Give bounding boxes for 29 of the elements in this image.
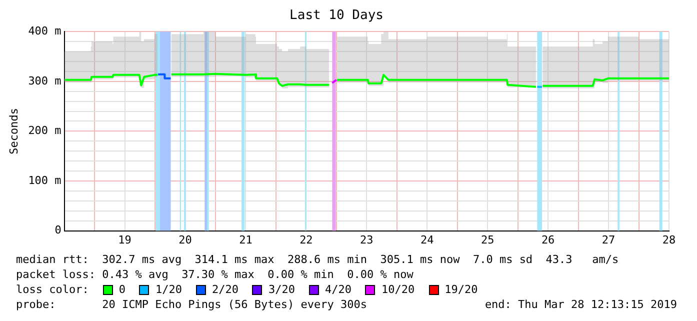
text: packet loss: 0.43 % avg 37.30 % max 0.00 % min 0.00 % now bbox=[16, 267, 414, 282]
y-axis-title: Seconds bbox=[7, 108, 20, 154]
x-tick-label: 26 bbox=[541, 233, 555, 246]
y-tick-label: 300 m bbox=[28, 74, 62, 88]
x-tick-label: 21 bbox=[239, 233, 252, 246]
y-tick-label: 200 m bbox=[28, 124, 62, 138]
legend-label: 19/20 bbox=[444, 282, 478, 297]
x-tick-label: 19 bbox=[118, 233, 132, 246]
x-tick-label: 28 bbox=[662, 233, 676, 246]
legend-label: 4/20 bbox=[324, 282, 352, 297]
x-tick-label: 27 bbox=[602, 233, 616, 246]
x-tick-label: 23 bbox=[360, 233, 374, 246]
text: median rtt: 302.7 ms avg 314.1 ms max 288.6 ms min 305.1 ms now 7.0 ms sd 43.3 am/s bbox=[16, 252, 620, 267]
x-tick-label: 25 bbox=[480, 233, 494, 246]
x-tick-label: 24 bbox=[420, 233, 434, 246]
legend-label: 1/20 bbox=[155, 282, 182, 297]
legend-label: 0 bbox=[118, 282, 126, 297]
y-tick-label: 100 m bbox=[28, 174, 62, 187]
x-tick-label: 22 bbox=[300, 233, 313, 246]
legend-label: 3/20 bbox=[268, 282, 295, 297]
y-tick-label: 0 bbox=[54, 224, 62, 237]
x-tick-label: 20 bbox=[178, 233, 192, 246]
legend-label: 2/20 bbox=[212, 282, 238, 297]
text: probe: 20 ICMP Echo Pings (56 Bytes) every 300s bbox=[16, 297, 367, 312]
y-tick-label: 400 m bbox=[28, 24, 62, 38]
chart-title: Last 10 Days bbox=[290, 8, 384, 24]
legend-label: 10/20 bbox=[381, 282, 415, 297]
text: end: Thu Mar 28 12:13:15 2019 bbox=[484, 297, 677, 312]
legend-title: loss color: bbox=[16, 282, 89, 297]
